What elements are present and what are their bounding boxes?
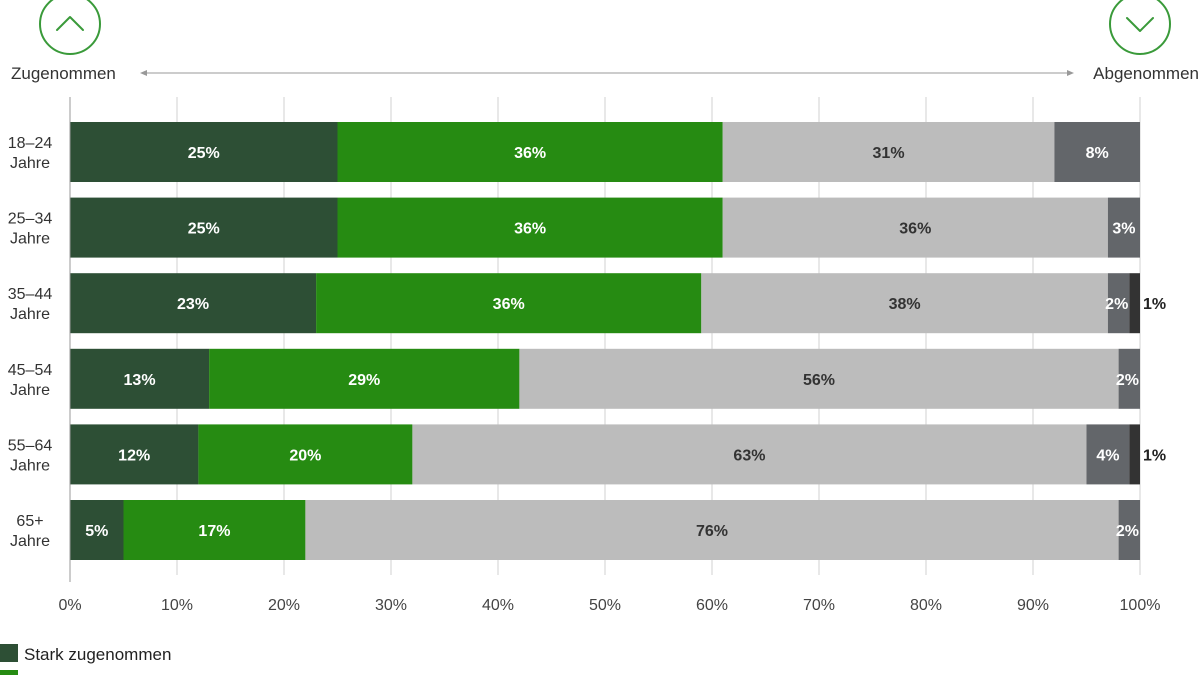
- legend-label: Stark zugenommen: [24, 645, 171, 664]
- bar-value-label: 31%: [873, 145, 905, 162]
- bar-value-label: 36%: [493, 296, 525, 313]
- bar-segment: [123, 500, 306, 560]
- bar-value-label: 23%: [177, 296, 209, 313]
- bar-value-label: 3%: [1112, 221, 1135, 238]
- direction-label-right: Abgenommen: [1093, 64, 1199, 83]
- chevron-up-icon-glyph: [56, 16, 84, 31]
- bar-segment: [1118, 348, 1140, 409]
- bar-segment: [70, 273, 317, 334]
- bar-value-label: 56%: [803, 372, 835, 389]
- category-label: 35–44 Jahre: [8, 286, 53, 323]
- bar-value-label: 36%: [899, 221, 931, 238]
- bar-segment: [70, 122, 338, 182]
- bar-segment: [70, 424, 199, 485]
- bar-value-label: 36%: [514, 145, 546, 162]
- bar-segment: [1107, 273, 1130, 334]
- bar-segment: [316, 273, 702, 334]
- bar-value-label: 13%: [124, 372, 156, 389]
- bar-value-label: 4%: [1096, 447, 1119, 464]
- category-label: 65+ Jahre: [10, 513, 50, 550]
- bar-value-label: 1%: [1143, 296, 1166, 313]
- bar-value-label: 63%: [733, 447, 765, 464]
- bar-value-label: 76%: [696, 523, 728, 540]
- bar-value-label: 1%: [1143, 447, 1166, 464]
- arrow-head-right: [1067, 70, 1074, 76]
- bar-segment: [1086, 424, 1130, 485]
- bar-segment: [70, 500, 124, 560]
- bar-segment: [701, 273, 1108, 334]
- bar-value-label: 2%: [1116, 372, 1139, 389]
- bar-value-label: 25%: [188, 145, 220, 162]
- x-tick-label: 60%: [696, 597, 728, 614]
- category-label: 55–64 Jahre: [8, 437, 53, 474]
- bar-segment: [412, 424, 1087, 485]
- x-tick-label: 80%: [910, 597, 942, 614]
- direction-label-left: Zugenommen: [11, 64, 116, 83]
- bar-segment: [1129, 424, 1140, 485]
- category-label: 18–24 Jahre: [8, 135, 53, 172]
- bar-segment: [722, 122, 1055, 182]
- bar-value-label: 5%: [85, 523, 108, 540]
- bar-value-label: 2%: [1105, 296, 1128, 313]
- x-tick-label: 10%: [161, 597, 193, 614]
- x-tick-label: 40%: [482, 597, 514, 614]
- legend-swatch: [0, 644, 18, 662]
- category-label: 45–54 Jahre: [8, 362, 53, 399]
- bar-value-label: 20%: [289, 447, 321, 464]
- chevron-down-icon-glyph: [1126, 17, 1154, 32]
- bar-value-label: 38%: [889, 296, 921, 313]
- bar-value-label: 29%: [348, 372, 380, 389]
- chevron-down-icon: [1109, 0, 1171, 55]
- category-label: 25–34 Jahre: [8, 211, 53, 248]
- legend-swatch: [0, 670, 18, 675]
- bar-segment: [519, 348, 1119, 409]
- chevron-up-icon: [39, 0, 101, 55]
- bar-segment: [1129, 273, 1140, 334]
- bar-segment: [337, 122, 723, 182]
- bar-segment: [209, 348, 520, 409]
- bar-segment: [198, 424, 413, 485]
- x-tick-label: 0%: [58, 597, 81, 614]
- bar-segment: [70, 348, 210, 409]
- arrow-head-left: [140, 70, 147, 76]
- bar-value-label: 25%: [188, 221, 220, 238]
- bar-segment: [1107, 197, 1140, 258]
- x-tick-label: 100%: [1120, 597, 1161, 614]
- bar-value-label: 17%: [198, 523, 230, 540]
- x-tick-label: 90%: [1017, 597, 1049, 614]
- x-tick-label: 70%: [803, 597, 835, 614]
- bar-value-label: 36%: [514, 221, 546, 238]
- bar-segment: [1118, 500, 1140, 560]
- x-tick-label: 20%: [268, 597, 300, 614]
- bar-segment: [337, 197, 723, 258]
- bar-value-label: 12%: [118, 447, 150, 464]
- x-tick-label: 30%: [375, 597, 407, 614]
- bar-segment: [70, 197, 338, 258]
- bar-segment: [722, 197, 1108, 258]
- bar-segment: [1054, 122, 1140, 182]
- bar-value-label: 8%: [1086, 145, 1109, 162]
- bar-value-label: 2%: [1116, 523, 1139, 540]
- bar-segment: [305, 500, 1119, 560]
- x-tick-label: 50%: [589, 597, 621, 614]
